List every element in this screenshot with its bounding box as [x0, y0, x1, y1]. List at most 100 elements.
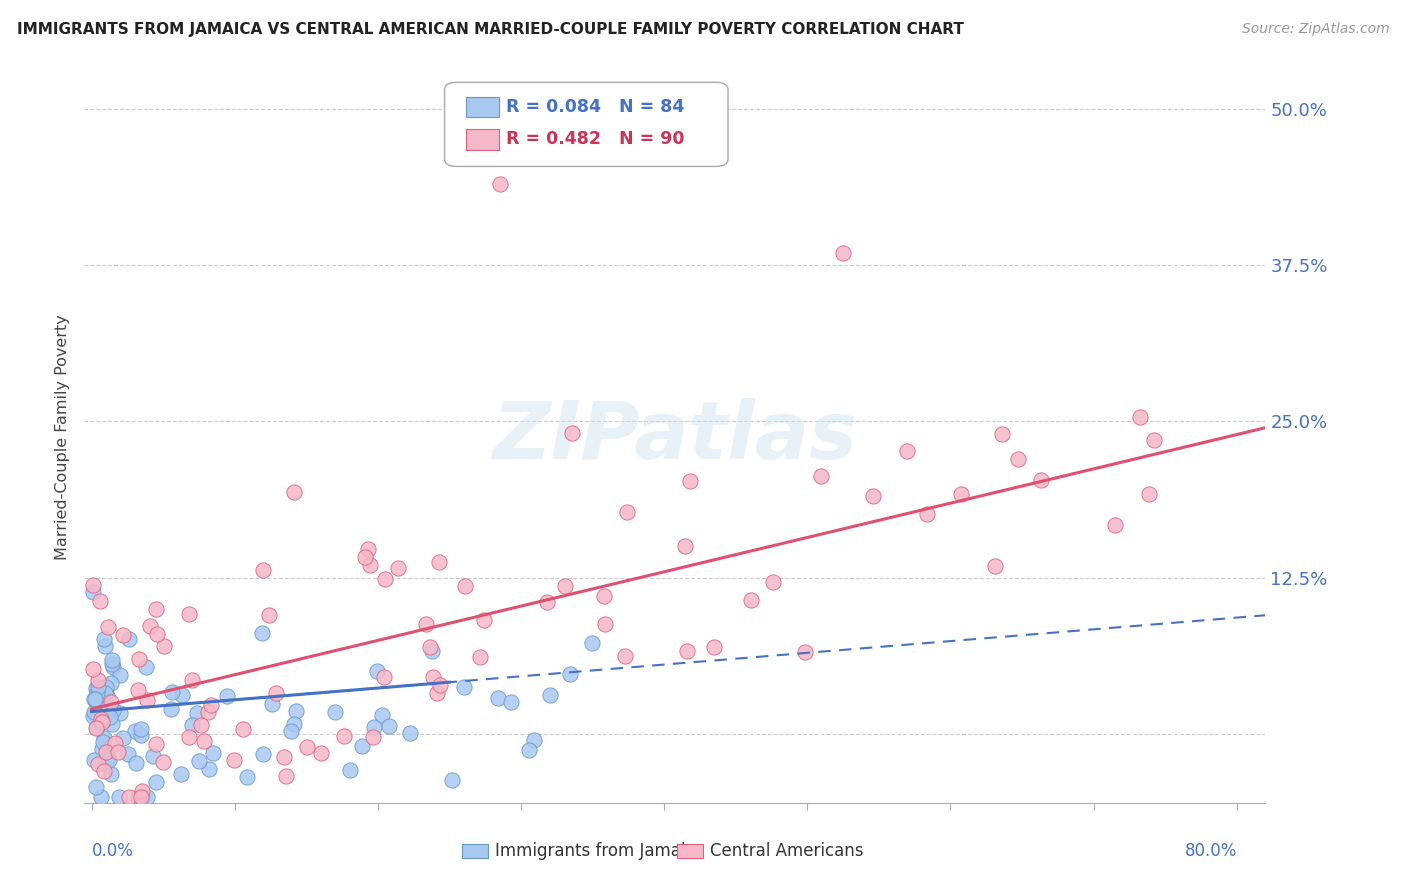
Point	[152, 755, 174, 769]
Point	[295, 739, 318, 754]
Point	[145, 737, 167, 751]
Point	[1139, 487, 1161, 501]
Point	[135, 660, 157, 674]
Point	[222, 753, 245, 767]
Point	[309, 746, 332, 760]
Point	[177, 607, 200, 622]
Bar	[463, 845, 488, 858]
Text: IMMIGRANTS FROM JAMAICA VS CENTRAL AMERICAN MARRIED-COUPLE FAMILY POVERTY CORREL: IMMIGRANTS FROM JAMAICA VS CENTRAL AMERI…	[17, 22, 963, 37]
Point	[107, 745, 129, 759]
Y-axis label: Married-Couple Family Poverty: Married-Couple Family Poverty	[55, 314, 70, 560]
Point	[129, 789, 152, 804]
Point	[538, 688, 561, 702]
Point	[129, 722, 152, 736]
Text: R = 0.482   N = 90: R = 0.482 N = 90	[506, 130, 685, 148]
Point	[1007, 452, 1029, 467]
Point	[441, 773, 464, 788]
Point	[558, 667, 581, 681]
Text: Immigrants from Jamaica: Immigrants from Jamaica	[495, 842, 706, 860]
Point	[703, 640, 725, 654]
Point	[486, 690, 509, 705]
Point	[83, 705, 105, 719]
Point	[93, 764, 115, 779]
Point	[90, 789, 112, 804]
Point	[125, 756, 148, 770]
Point	[200, 698, 222, 713]
Point	[374, 572, 396, 586]
Point	[426, 686, 449, 700]
Point	[762, 575, 785, 590]
Point	[197, 762, 219, 776]
Point	[87, 673, 110, 687]
Point	[131, 784, 153, 798]
Point	[236, 770, 259, 784]
Point	[169, 766, 191, 780]
Bar	[678, 845, 703, 858]
Point	[536, 595, 558, 609]
Point	[501, 695, 523, 709]
Point	[93, 632, 115, 646]
Point	[1143, 433, 1166, 447]
Point	[984, 559, 1007, 574]
Point	[83, 753, 105, 767]
Point	[339, 763, 361, 777]
Point	[472, 613, 495, 627]
Point	[117, 789, 139, 804]
Point	[87, 757, 110, 772]
Point	[181, 673, 204, 687]
Point	[252, 563, 274, 577]
Point	[82, 662, 104, 676]
Point	[332, 729, 354, 743]
Point	[170, 688, 193, 702]
Point	[363, 720, 385, 734]
Point	[112, 628, 135, 642]
Point	[950, 487, 973, 501]
Point	[285, 704, 308, 718]
Point	[488, 177, 510, 191]
Point	[187, 755, 209, 769]
Point	[399, 726, 422, 740]
Point	[378, 719, 401, 733]
Text: R = 0.084   N = 84: R = 0.084 N = 84	[506, 98, 685, 116]
Point	[97, 753, 120, 767]
Point	[215, 689, 238, 703]
Point	[112, 731, 135, 745]
Point	[810, 469, 832, 483]
Point	[274, 769, 297, 783]
Point	[83, 691, 105, 706]
Point	[740, 593, 762, 607]
Point	[91, 715, 114, 730]
Text: 80.0%: 80.0%	[1184, 842, 1237, 860]
Point	[101, 660, 124, 674]
Point	[561, 426, 583, 441]
Point	[427, 555, 450, 569]
Point	[100, 695, 122, 709]
Point	[101, 657, 124, 671]
Point	[197, 705, 219, 719]
Point	[862, 489, 884, 503]
Point	[422, 670, 444, 684]
Point	[190, 718, 212, 732]
Point	[193, 734, 215, 748]
Point	[468, 649, 491, 664]
Point	[673, 539, 696, 553]
Point	[94, 680, 117, 694]
Point	[146, 627, 169, 641]
Point	[453, 680, 475, 694]
Point	[117, 632, 139, 646]
Point	[252, 747, 274, 761]
Point	[357, 542, 380, 557]
Point	[97, 704, 120, 718]
Point	[100, 766, 122, 780]
Point	[82, 585, 104, 599]
Point	[89, 594, 111, 608]
Text: ZIPatlas: ZIPatlas	[492, 398, 858, 476]
Point	[108, 789, 131, 804]
Point	[160, 702, 183, 716]
Point	[361, 731, 384, 745]
Point	[454, 579, 477, 593]
Point	[87, 693, 110, 707]
Point	[990, 426, 1012, 441]
Point	[679, 474, 702, 488]
Text: Source: ZipAtlas.com: Source: ZipAtlas.com	[1241, 22, 1389, 37]
